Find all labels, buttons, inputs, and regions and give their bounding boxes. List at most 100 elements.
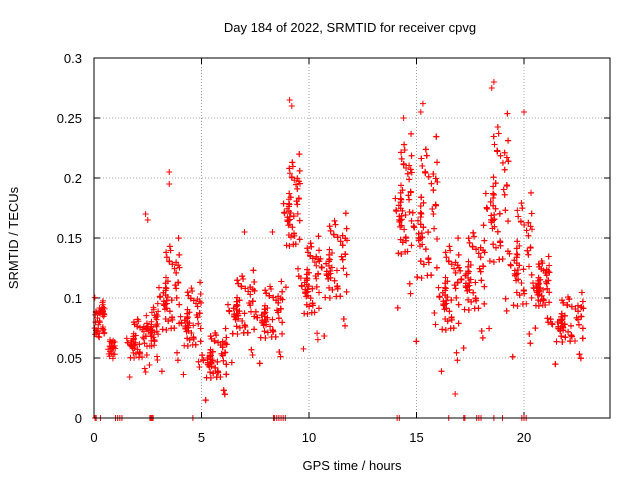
data-point (481, 249, 488, 256)
data-point (196, 363, 203, 370)
data-point (516, 242, 523, 249)
data-point (439, 326, 446, 333)
data-point (462, 271, 469, 277)
data-point (554, 318, 561, 325)
data-point (534, 291, 541, 298)
data-point (197, 299, 204, 306)
data-point (567, 322, 574, 329)
data-point (326, 246, 333, 253)
data-point (199, 352, 206, 359)
data-point (417, 209, 424, 216)
data-point (173, 285, 180, 292)
data-point (132, 350, 139, 357)
data-point (442, 284, 449, 291)
data-point (406, 280, 413, 287)
data-point (344, 237, 351, 244)
data-point (308, 243, 315, 250)
data-point (398, 149, 405, 156)
data-point (431, 225, 438, 232)
data-point (95, 321, 102, 328)
data-point (526, 330, 533, 337)
data-point (304, 245, 311, 252)
data-point (513, 271, 520, 278)
data-point (288, 103, 295, 109)
data-point (502, 295, 509, 302)
data-point (155, 331, 162, 338)
data-point (532, 325, 539, 332)
data-point (291, 232, 298, 239)
data-point (185, 322, 192, 329)
data-point (296, 151, 303, 158)
data-point (559, 297, 565, 304)
data-point (544, 285, 551, 292)
data-point (495, 130, 502, 137)
data-point (490, 190, 497, 197)
data-point (478, 327, 485, 334)
data-point (490, 183, 497, 190)
data-point (314, 270, 321, 277)
data-point (221, 391, 228, 398)
data-point (419, 163, 426, 170)
data-point (267, 283, 274, 290)
data-point (492, 205, 499, 212)
data-point (151, 329, 158, 336)
data-point (414, 274, 421, 281)
data-point (163, 249, 170, 256)
data-point (311, 259, 318, 266)
data-point (176, 251, 183, 258)
data-point (134, 316, 141, 323)
data-point (295, 265, 302, 272)
data-point (477, 244, 484, 251)
data-point (406, 176, 413, 183)
data-point (420, 261, 427, 268)
data-point (327, 268, 334, 275)
data-point (417, 221, 424, 228)
data-point (540, 267, 547, 274)
data-point (518, 279, 525, 286)
data-point (283, 242, 290, 249)
data-point (332, 221, 339, 228)
data-point (576, 351, 583, 358)
data-point (408, 130, 415, 137)
data-point (481, 300, 488, 307)
data-point (163, 305, 170, 312)
data-point (573, 314, 580, 321)
data-point (490, 133, 497, 140)
data-point (303, 281, 310, 288)
data-point (132, 332, 139, 339)
data-point (154, 300, 161, 307)
data-point (511, 272, 518, 279)
data-point (519, 205, 526, 212)
data-point (529, 226, 536, 233)
data-point (148, 309, 155, 316)
data-point (528, 189, 535, 196)
data-point (453, 294, 460, 301)
data-point (151, 342, 158, 349)
data-point (286, 170, 293, 177)
data-point (285, 217, 292, 224)
data-point (338, 253, 345, 260)
data-point (465, 296, 472, 303)
data-point (314, 330, 321, 337)
data-point (482, 190, 489, 197)
data-point (418, 155, 425, 162)
data-point (340, 265, 347, 272)
data-point (173, 294, 180, 301)
data-point (96, 334, 103, 341)
data-point (546, 269, 553, 276)
data-point (174, 357, 181, 364)
data-point (211, 337, 218, 344)
data-point (455, 264, 462, 271)
data-point (398, 212, 405, 219)
data-point (289, 224, 296, 231)
data-point (282, 284, 289, 291)
data-point (272, 333, 279, 340)
data-point (292, 241, 299, 248)
data-point (397, 182, 404, 189)
data-point (545, 319, 552, 326)
data-point (188, 330, 195, 337)
data-point (406, 196, 413, 203)
data-point (215, 339, 222, 346)
data-point (192, 341, 199, 348)
data-point (294, 185, 301, 192)
